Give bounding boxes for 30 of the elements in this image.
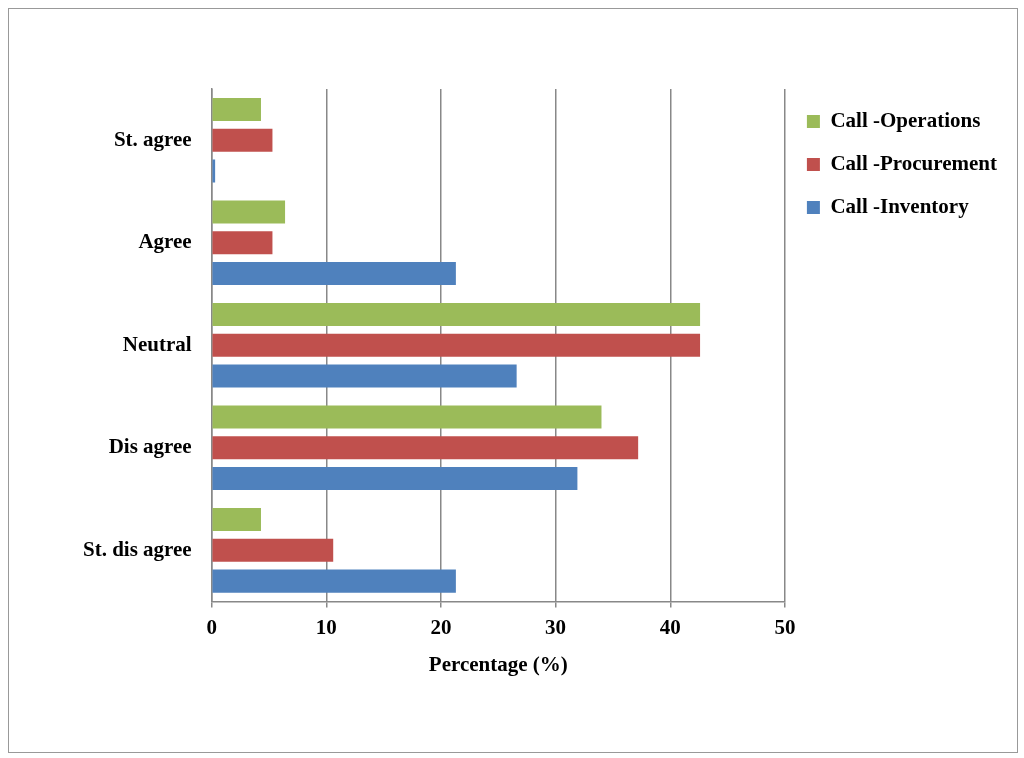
bar <box>212 303 701 327</box>
bar <box>212 405 602 429</box>
x-tick-label: 10 <box>315 614 337 639</box>
x-tick-label: 50 <box>774 614 796 639</box>
bar <box>212 467 578 491</box>
y-tick-label: Agree <box>138 229 192 254</box>
y-tick-label: St. agree <box>113 126 192 151</box>
legend-label: Call -Operations <box>830 107 981 132</box>
bar <box>212 569 456 593</box>
bar <box>212 200 286 224</box>
y-tick-label: Neutral <box>122 331 192 356</box>
bar <box>212 333 701 357</box>
x-tick-label: 0 <box>206 614 217 639</box>
legend-label: Call -Procurement <box>830 150 998 175</box>
bar <box>212 508 261 532</box>
bar <box>212 159 216 183</box>
y-tick-label: St. dis agree <box>82 536 192 561</box>
bar <box>212 262 456 286</box>
bar <box>212 364 517 388</box>
y-tick-label: Dis agree <box>108 434 192 459</box>
x-tick-label: 20 <box>430 614 452 639</box>
bar <box>212 97 261 122</box>
bar <box>212 231 273 255</box>
x-axis-title: Percentage (%) <box>428 651 568 676</box>
bar <box>212 538 334 562</box>
bar <box>212 128 273 152</box>
bar <box>212 436 639 460</box>
x-tick-label: 40 <box>659 614 681 639</box>
x-tick-label: 30 <box>545 614 567 639</box>
legend-label: Call -Inventory <box>830 193 970 218</box>
